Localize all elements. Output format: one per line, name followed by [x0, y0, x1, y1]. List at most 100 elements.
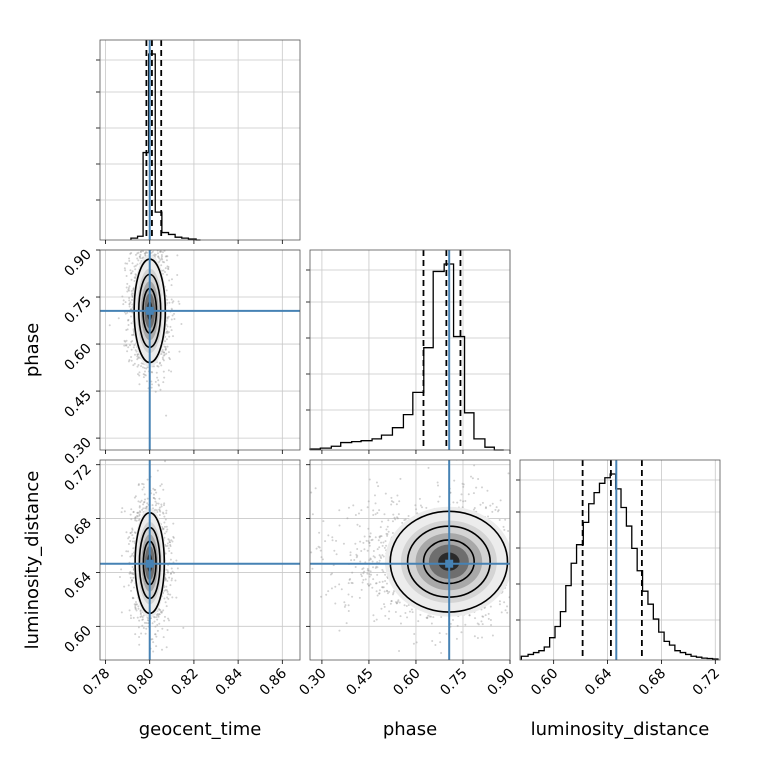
sample-point — [129, 571, 132, 574]
sample-point — [151, 227, 153, 229]
sample-point — [484, 507, 487, 510]
sample-point — [165, 331, 168, 334]
sample-point — [138, 224, 140, 226]
sample-point — [390, 600, 393, 603]
sample-point — [131, 340, 134, 343]
sample-point — [126, 282, 129, 285]
sample-point — [136, 511, 139, 514]
density-layer — [100, 460, 300, 660]
sample-point — [151, 638, 154, 641]
sample-point — [128, 572, 131, 575]
sample-point — [385, 582, 388, 585]
sample-point — [123, 510, 126, 513]
sample-point — [133, 279, 136, 282]
sample-point — [437, 500, 440, 503]
sample-point — [456, 501, 459, 504]
sample-point — [167, 267, 170, 270]
sample-point — [319, 549, 322, 552]
sample-point — [374, 536, 377, 539]
sample-point — [386, 592, 389, 595]
sample-point — [152, 227, 154, 229]
sample-point — [159, 388, 162, 391]
sample-point — [415, 508, 418, 511]
sample-point — [163, 532, 166, 535]
sample-point — [476, 637, 479, 640]
sample-point — [390, 500, 393, 503]
sample-point — [160, 352, 163, 355]
sample-point — [128, 609, 131, 612]
sample-point — [164, 348, 167, 351]
sample-point — [498, 600, 501, 603]
sample-point — [370, 539, 373, 542]
sample-point — [383, 605, 386, 608]
sample-point — [130, 251, 133, 254]
sample-point — [125, 275, 128, 278]
sample-point — [306, 608, 308, 610]
sample-point — [395, 602, 398, 605]
sample-point — [392, 501, 395, 504]
sample-point — [403, 519, 406, 522]
sample-point — [146, 497, 149, 500]
sample-point — [169, 558, 172, 561]
sample-point — [410, 608, 413, 611]
sample-point — [127, 537, 130, 540]
sample-point — [515, 577, 517, 579]
sample-point — [170, 298, 173, 301]
sample-point — [139, 229, 141, 231]
sample-point — [489, 605, 492, 608]
sample-point — [140, 499, 143, 502]
sample-point — [127, 287, 130, 290]
sample-point — [162, 358, 165, 361]
sample-point — [167, 597, 170, 600]
sample-point — [168, 335, 171, 338]
sample-point — [165, 525, 168, 528]
sample-point — [329, 573, 332, 576]
sample-point — [153, 238, 155, 240]
sample-point — [366, 567, 369, 570]
sample-point — [354, 542, 357, 545]
x-axis-title-luminosity-distance: luminosity_distance — [531, 719, 710, 740]
sample-point — [368, 544, 371, 547]
sample-point — [159, 484, 162, 487]
sample-point — [170, 370, 173, 373]
sample-point — [163, 351, 166, 354]
sample-point — [491, 510, 494, 513]
sample-point — [143, 373, 146, 376]
sample-point — [367, 584, 370, 587]
x-tick-label: 0.84 — [213, 665, 246, 698]
sample-point — [168, 356, 171, 359]
sample-point — [535, 486, 537, 488]
sample-point — [311, 567, 314, 570]
sample-point — [138, 510, 141, 513]
sample-point — [276, 568, 278, 570]
sample-point — [159, 361, 162, 364]
sample-point — [178, 302, 181, 305]
sample-point — [533, 586, 535, 588]
sample-point — [504, 609, 507, 612]
sample-point — [334, 602, 337, 605]
sample-point — [177, 300, 180, 303]
sample-point — [123, 585, 126, 588]
sample-point — [165, 289, 168, 292]
sample-point — [351, 582, 354, 585]
sample-point — [506, 605, 509, 608]
sample-point — [427, 614, 430, 617]
sample-point — [163, 619, 166, 622]
sample-point — [141, 508, 144, 511]
sample-point — [437, 484, 440, 487]
sample-point — [378, 535, 381, 538]
sample-point — [471, 477, 474, 480]
sample-point — [182, 626, 185, 629]
sample-point — [166, 345, 169, 348]
sample-point — [147, 246, 149, 248]
sample-point — [134, 608, 137, 611]
sample-point — [169, 325, 172, 328]
sample-point — [414, 504, 417, 507]
sample-point — [154, 504, 157, 507]
sample-point — [136, 353, 139, 356]
sample-point — [129, 193, 131, 195]
y-axis-title-phase: phase — [22, 323, 43, 377]
sample-point — [160, 250, 163, 253]
sample-point — [124, 344, 127, 347]
sample-point — [475, 486, 478, 489]
